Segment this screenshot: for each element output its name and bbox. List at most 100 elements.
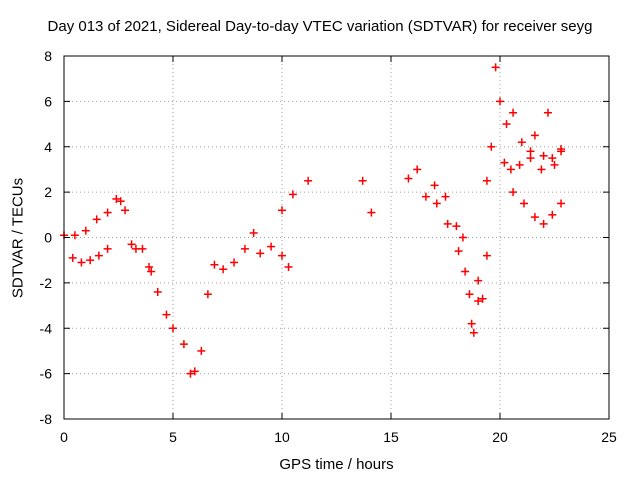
x-tick-label: 10 bbox=[274, 429, 290, 445]
y-tick-label: 4 bbox=[44, 139, 52, 155]
data-point bbox=[81, 226, 90, 235]
data-point bbox=[190, 367, 199, 376]
grid bbox=[64, 56, 609, 419]
data-point bbox=[443, 219, 452, 228]
x-tick-label: 25 bbox=[601, 429, 617, 445]
data-point bbox=[219, 265, 228, 274]
data-point bbox=[127, 240, 136, 249]
data-point bbox=[103, 244, 112, 253]
x-tick-label: 20 bbox=[492, 429, 508, 445]
data-point bbox=[112, 194, 121, 203]
data-point bbox=[77, 258, 86, 267]
data-point bbox=[430, 181, 439, 190]
chart-title: Day 013 of 2021, Sidereal Day-to-day VTE… bbox=[47, 18, 593, 35]
data-point bbox=[240, 244, 249, 253]
data-point bbox=[530, 131, 539, 140]
data-point bbox=[506, 165, 515, 174]
data-point bbox=[515, 160, 524, 169]
data-point bbox=[539, 151, 548, 160]
data-point bbox=[509, 188, 518, 197]
data-point bbox=[147, 267, 156, 276]
data-point bbox=[68, 253, 77, 262]
data-point bbox=[94, 251, 103, 260]
data-point bbox=[404, 174, 413, 183]
y-tick-label: -6 bbox=[40, 366, 53, 382]
data-point bbox=[482, 176, 491, 185]
data-point bbox=[469, 328, 478, 337]
data-point bbox=[121, 206, 130, 215]
data-point bbox=[116, 197, 125, 206]
data-point bbox=[256, 249, 265, 258]
data-point bbox=[543, 108, 552, 117]
data-point bbox=[367, 208, 376, 217]
data-point bbox=[509, 108, 518, 117]
data-point bbox=[162, 310, 171, 319]
data-point bbox=[421, 192, 430, 201]
data-point bbox=[465, 290, 474, 299]
data-point bbox=[304, 176, 313, 185]
data-point bbox=[487, 142, 496, 151]
data-point bbox=[537, 165, 546, 174]
y-tick-label: 0 bbox=[44, 230, 52, 246]
data-point bbox=[467, 319, 476, 328]
data-point bbox=[530, 213, 539, 222]
data-point bbox=[548, 210, 557, 219]
data-point bbox=[267, 242, 276, 251]
data-point bbox=[454, 247, 463, 256]
y-tick-label: -8 bbox=[40, 411, 53, 427]
data-point bbox=[179, 340, 188, 349]
x-tick-label: 15 bbox=[383, 429, 399, 445]
data-point bbox=[519, 199, 528, 208]
data-point bbox=[539, 219, 548, 228]
y-tick-label: 8 bbox=[44, 48, 52, 64]
data-point bbox=[249, 228, 258, 237]
data-point bbox=[278, 251, 286, 260]
data-points bbox=[60, 63, 566, 378]
x-tick-label: 0 bbox=[60, 429, 68, 445]
data-point bbox=[210, 260, 219, 269]
data-point bbox=[284, 262, 293, 271]
data-point bbox=[500, 158, 509, 167]
data-point bbox=[203, 290, 212, 299]
data-point bbox=[461, 267, 470, 276]
data-point bbox=[138, 244, 147, 253]
data-point bbox=[432, 199, 441, 208]
axis-ticks: 0 5 10 15 20 25 -8 -6 -4 -2 0 2 4 6 8 bbox=[40, 48, 617, 445]
x-tick-label: 5 bbox=[169, 429, 177, 445]
data-point bbox=[474, 297, 483, 306]
data-point bbox=[186, 369, 195, 378]
y-tick-label: -2 bbox=[40, 275, 53, 291]
data-point bbox=[70, 231, 79, 240]
data-point bbox=[103, 208, 112, 217]
data-point bbox=[550, 160, 559, 169]
y-tick-label: 2 bbox=[44, 184, 52, 200]
data-point bbox=[288, 190, 297, 199]
data-point bbox=[92, 215, 101, 224]
data-point bbox=[496, 97, 504, 106]
data-point bbox=[526, 154, 535, 163]
data-point bbox=[413, 165, 422, 174]
data-point bbox=[474, 276, 483, 285]
data-point bbox=[502, 120, 511, 129]
data-point bbox=[452, 222, 461, 231]
data-point bbox=[169, 324, 177, 333]
data-point bbox=[197, 346, 206, 355]
data-point bbox=[478, 294, 487, 303]
data-point bbox=[517, 138, 526, 147]
data-point bbox=[441, 192, 450, 201]
x-axis-label: GPS time / hours bbox=[279, 456, 394, 473]
data-point bbox=[278, 206, 286, 215]
y-tick-label: -4 bbox=[40, 320, 53, 336]
data-point bbox=[145, 262, 154, 271]
data-point bbox=[153, 287, 162, 296]
data-point bbox=[526, 147, 535, 156]
data-point bbox=[557, 145, 566, 154]
data-point bbox=[557, 199, 566, 208]
data-point bbox=[86, 256, 95, 265]
data-point bbox=[491, 63, 500, 72]
data-point bbox=[458, 233, 467, 242]
data-point bbox=[358, 176, 367, 185]
y-tick-label: 6 bbox=[44, 93, 52, 109]
data-point bbox=[230, 258, 239, 267]
